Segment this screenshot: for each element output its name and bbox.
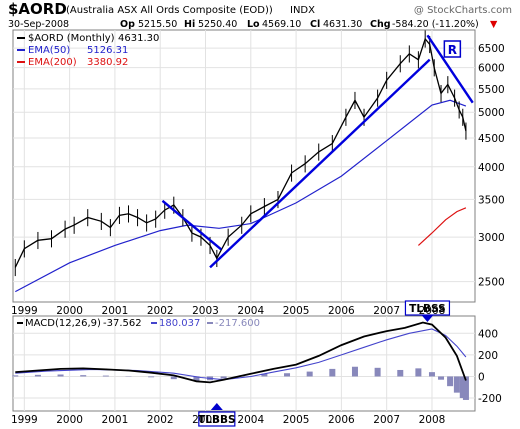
price-panel-frame	[12, 29, 476, 303]
exchange-label: INDX	[290, 5, 315, 16]
macd-histogram-bar	[351, 366, 358, 377]
trendline	[161, 199, 223, 251]
resistance-label: R	[448, 43, 457, 57]
macd-line	[15, 321, 467, 384]
price-legend-value: 4631.30	[118, 33, 159, 44]
high-label: Hi	[184, 19, 195, 30]
price-x-tick-label: 2000	[56, 305, 83, 317]
price-x-tick-label: 2007	[373, 305, 400, 317]
price-legend-label: EMA(200)	[28, 57, 77, 68]
change-label: Chg	[370, 19, 391, 30]
price-y-tick-label: 3500	[478, 194, 505, 206]
macd-histogram-bar	[462, 376, 469, 400]
macd-x-tick-label: 1999	[11, 414, 38, 426]
macd-histogram-bar	[459, 376, 466, 399]
macd-y-tick-label: 200	[478, 350, 498, 362]
quote-date: 30-Sep-2008	[8, 19, 69, 30]
macd-histogram-bar	[453, 376, 460, 393]
macd-x-tick-label: 2006	[328, 414, 355, 426]
price-x-tick-label: 2006	[328, 305, 355, 317]
low-label: Lo	[247, 19, 260, 30]
sell-signal-label: TLBSS	[409, 303, 446, 315]
macd-histogram-bar	[415, 368, 422, 377]
macd-histogram-bar	[148, 376, 155, 378]
macd-histogram-bar	[34, 374, 41, 377]
buy-signal-arrow-icon	[210, 403, 223, 410]
macd-histogram-bar	[397, 369, 404, 377]
macd-histogram-bar	[261, 373, 268, 377]
price-y-tick-label: 4500	[478, 133, 505, 145]
high-value: 5250.40	[198, 19, 237, 30]
macd-legend-value: -217.600	[215, 318, 260, 329]
price-y-tick-label: 3000	[478, 232, 505, 244]
macd-histogram-bar	[284, 373, 291, 377]
price-y-tick-label: 6500	[478, 43, 505, 55]
low-value: 4569.10	[262, 19, 301, 30]
macd-histogram-bar	[12, 375, 19, 377]
symbol-title: $AORD	[8, 0, 67, 18]
macd-x-tick-label: 2003	[192, 414, 219, 426]
buy-signal-box	[198, 411, 236, 427]
open-value: 5215.50	[138, 19, 177, 30]
macd-legend-value: -37.562	[103, 318, 142, 329]
price-legend-label: $AORD (Monthly)	[28, 33, 115, 44]
ema200-line	[417, 207, 467, 246]
macd-x-tick-label: 2002	[147, 414, 174, 426]
macd-histogram-bar	[80, 375, 87, 377]
price-x-tick-label: 2004	[237, 305, 264, 317]
macd-x-tick-label: 2007	[373, 414, 400, 426]
macd-legend-value: 180.037	[159, 318, 200, 329]
price-legend-value: 3380.92	[87, 57, 128, 68]
price-x-tick-label: 2005	[283, 305, 310, 317]
macd-y-tick-label: 400	[478, 328, 498, 340]
price-x-tick-label: 2001	[102, 305, 129, 317]
macd-histogram-bar	[170, 376, 177, 380]
macd-y-tick-label: -200	[478, 393, 502, 405]
macd-histogram-bar	[374, 367, 381, 377]
price-y-tick-label: 5500	[478, 84, 505, 96]
macd-x-tick-label: 2000	[56, 414, 83, 426]
macd-x-tick-label: 2004	[237, 414, 264, 426]
macd-histogram-bar	[447, 376, 454, 387]
macd-legend-label: MACD(12,26,9)	[25, 318, 101, 329]
price-y-tick-label: 4000	[478, 162, 505, 174]
macd-y-tick-label: 0	[478, 371, 485, 383]
resistance-label-box	[443, 40, 462, 58]
price-x-tick-label: 2008	[419, 305, 446, 317]
price-y-tick-label: 2500	[478, 277, 505, 289]
sell-signal-arrow-icon	[421, 315, 434, 322]
macd-x-tick-label: 2001	[102, 414, 129, 426]
trendline	[209, 58, 431, 269]
macd-histogram-bar	[306, 371, 313, 377]
macd-histogram-bar	[438, 376, 445, 380]
watermark: @ StockCharts.com	[414, 5, 512, 16]
trendline	[426, 34, 474, 104]
macd-x-tick-label: 2008	[419, 414, 446, 426]
macd-histogram-bar	[220, 376, 227, 379]
macd-histogram-bar	[102, 375, 109, 377]
macd-histogram-bar	[329, 368, 336, 377]
buy-signal-label: TLBBS	[198, 414, 235, 426]
open-label: Op	[120, 19, 135, 30]
price-x-tick-label: 1999	[11, 305, 38, 317]
change-value: -584.20 (-11.20%)	[392, 19, 479, 30]
close-label: Cl	[310, 19, 320, 30]
price-legend-value: 5126.31	[87, 45, 128, 56]
ema50-line	[15, 99, 467, 293]
price-y-tick-label: 6000	[478, 63, 505, 75]
macd-histogram-bar	[193, 376, 200, 381]
macd-histogram-bar	[57, 374, 64, 377]
security-name: (Australia ASX All Ords Composite (EOD))	[66, 5, 273, 16]
price-x-tick-label: 2003	[192, 305, 219, 317]
price-x-tick-label: 2002	[147, 305, 174, 317]
price-legend-label: EMA(50)	[28, 45, 70, 56]
close-value: 4631.30	[323, 19, 362, 30]
change-down-icon: ▼	[490, 19, 498, 30]
macd-x-tick-label: 2005	[283, 414, 310, 426]
macd-panel-frame	[12, 315, 476, 412]
price-y-tick-label: 5000	[478, 107, 505, 119]
macd-histogram-bar	[428, 372, 435, 377]
